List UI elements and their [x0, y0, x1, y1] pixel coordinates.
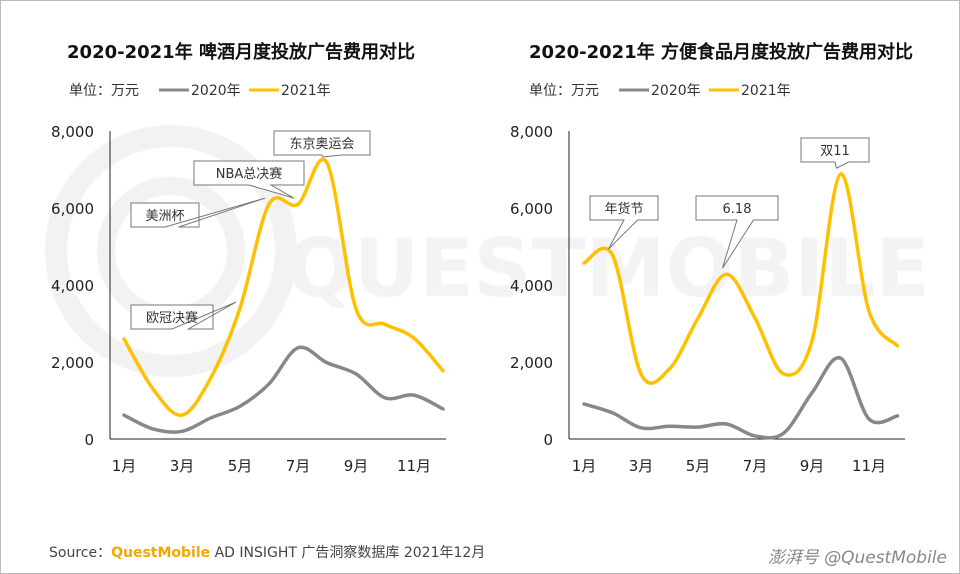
x-tick-label: 5月 — [228, 457, 253, 475]
x-tick-label: 1月 — [112, 457, 137, 475]
annotation-label: NBA总决赛 — [216, 166, 283, 182]
x-tick-label: 3月 — [170, 457, 195, 475]
y-tick-label: 2,000 — [510, 354, 553, 372]
legend-label: 2021年 — [281, 83, 331, 99]
y-tick-label: 6,000 — [51, 200, 94, 218]
source-label: Source： — [49, 545, 112, 561]
y-tick-label: 8,000 — [510, 123, 553, 141]
x-tick-label: 1月 — [572, 457, 597, 475]
y-tick-label: 0 — [543, 431, 553, 449]
x-tick-label: 7月 — [286, 457, 311, 475]
brand-name: QuestMobile — [111, 545, 211, 561]
unit-label: 单位：万元 — [69, 83, 139, 99]
annotation-callout — [273, 130, 371, 158]
x-tick-label: 11月 — [397, 457, 431, 475]
series-line-2020年 — [122, 345, 445, 434]
y-tick-label: 4,000 — [51, 277, 94, 295]
x-tick-label: 7月 — [743, 457, 768, 475]
series-line-2021年 — [122, 157, 445, 417]
unit-label: 单位：万元 — [529, 83, 599, 99]
chart-title: 2020-2021年 啤酒月度投放广告费用对比 — [67, 41, 415, 63]
x-tick-label: 3月 — [629, 457, 654, 475]
series-line-2021年 — [582, 172, 900, 385]
source-note: Source：QuestMobile AD INSIGHT 广告洞察数据库 20… — [49, 542, 485, 562]
y-tick-label: 8,000 — [51, 123, 94, 141]
annotation-callout — [130, 301, 237, 330]
series-line-2020年 — [582, 356, 900, 440]
legend-label: 2020年 — [191, 83, 241, 99]
annotation-label: 双11 — [820, 144, 850, 159]
x-tick-label: 11月 — [852, 457, 886, 475]
watermark: 澎湃号 @QuestMobile — [767, 548, 947, 568]
chart-title: 2020-2021年 方便食品月度投放广告费用对比 — [529, 41, 913, 63]
annotation-callout — [800, 137, 870, 169]
legend-label: 2020年 — [651, 83, 701, 99]
annotation-label: 美洲杯 — [145, 209, 184, 224]
y-tick-label: 0 — [84, 431, 94, 449]
legend-label: 2021年 — [741, 83, 791, 99]
annotation-callout — [695, 195, 779, 269]
annotation-label: 东京奥运会 — [289, 137, 354, 152]
source-text: AD INSIGHT 广告洞察数据库 2021年12月 — [210, 545, 486, 561]
annotation-label: 6.18 — [723, 202, 752, 217]
annotation-callout — [193, 160, 305, 199]
x-tick-label: 9月 — [800, 457, 825, 475]
annotation-label: 欧冠决赛 — [146, 310, 198, 326]
annotation-label: 年货节 — [604, 201, 643, 217]
x-tick-label: 9月 — [344, 457, 369, 475]
y-tick-label: 2,000 — [51, 354, 94, 372]
y-tick-label: 4,000 — [510, 277, 553, 295]
x-tick-label: 5月 — [686, 457, 711, 475]
annotation-callout — [589, 195, 659, 250]
annotation-callout — [130, 197, 266, 228]
y-tick-label: 6,000 — [510, 200, 553, 218]
